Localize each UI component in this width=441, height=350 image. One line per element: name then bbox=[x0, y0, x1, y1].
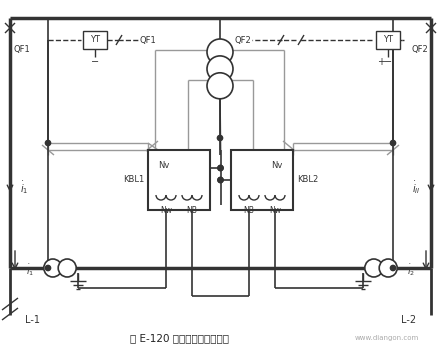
Text: $\dot{i}_{II}$: $\dot{i}_{II}$ bbox=[412, 180, 421, 196]
Text: www.diangon.com: www.diangon.com bbox=[355, 335, 419, 341]
Circle shape bbox=[58, 259, 76, 277]
Circle shape bbox=[365, 259, 383, 277]
Circle shape bbox=[379, 259, 397, 277]
Text: QF1: QF1 bbox=[13, 45, 30, 54]
Text: KBL1: KBL1 bbox=[123, 175, 144, 184]
Circle shape bbox=[45, 266, 51, 271]
Circle shape bbox=[44, 259, 62, 277]
Text: −: − bbox=[384, 57, 392, 67]
Bar bbox=[231, 150, 293, 210]
Text: Nw: Nw bbox=[160, 206, 172, 215]
Text: 图 E-120 电流平衡保护原理图: 图 E-120 电流平衡保护原理图 bbox=[130, 333, 229, 343]
Circle shape bbox=[217, 135, 223, 140]
Text: $\dot{i}_1$: $\dot{i}_1$ bbox=[26, 262, 34, 278]
Text: NB: NB bbox=[187, 206, 198, 215]
Text: $\dot{i}_1$: $\dot{i}_1$ bbox=[20, 180, 28, 196]
Circle shape bbox=[390, 266, 396, 271]
Text: QF1: QF1 bbox=[140, 35, 157, 44]
Circle shape bbox=[207, 73, 233, 99]
Circle shape bbox=[218, 166, 223, 170]
Text: Nv: Nv bbox=[158, 161, 169, 169]
Text: −: − bbox=[91, 57, 99, 67]
Circle shape bbox=[218, 177, 223, 182]
Text: Nw: Nw bbox=[269, 206, 281, 215]
Text: L-2: L-2 bbox=[401, 315, 416, 325]
Text: $\dot{i}_2$: $\dot{i}_2$ bbox=[407, 262, 415, 278]
Text: KBL2: KBL2 bbox=[297, 175, 318, 184]
Text: QF2: QF2 bbox=[411, 45, 428, 54]
Circle shape bbox=[218, 166, 223, 170]
Text: QF2: QF2 bbox=[235, 35, 251, 44]
Text: YT: YT bbox=[383, 35, 393, 43]
Bar bbox=[83, 31, 107, 49]
Circle shape bbox=[218, 177, 223, 182]
Bar bbox=[376, 31, 400, 49]
Circle shape bbox=[390, 140, 396, 146]
Text: L-1: L-1 bbox=[25, 315, 40, 325]
Circle shape bbox=[45, 140, 51, 146]
Circle shape bbox=[207, 56, 233, 82]
Text: NB: NB bbox=[243, 206, 254, 215]
Text: YT: YT bbox=[90, 35, 100, 43]
Text: Nv: Nv bbox=[272, 161, 283, 169]
Text: +: + bbox=[377, 57, 385, 67]
Circle shape bbox=[207, 39, 233, 65]
Bar bbox=[148, 150, 210, 210]
